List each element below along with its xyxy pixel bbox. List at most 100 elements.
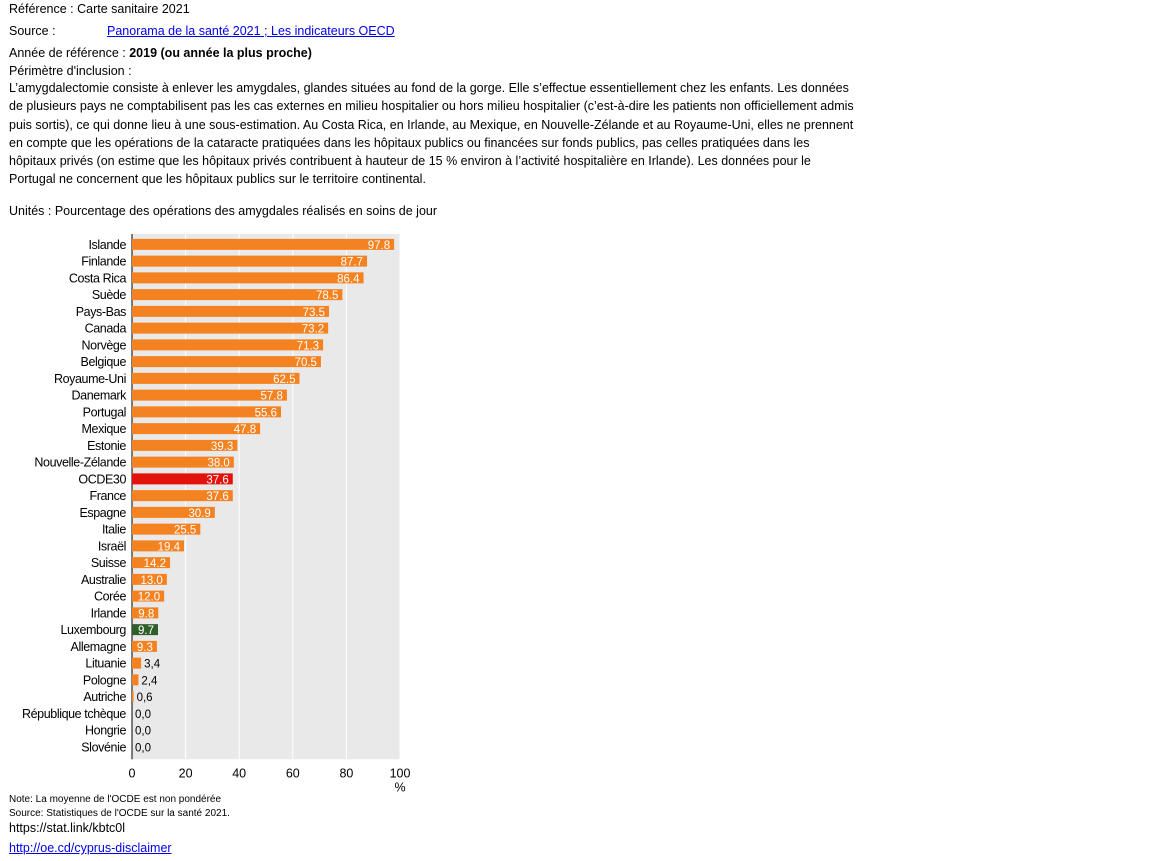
x-tick-label: 60 <box>286 766 300 780</box>
x-tick-label: 100 <box>390 766 411 780</box>
bar <box>132 238 395 250</box>
bar <box>132 389 287 401</box>
bar-value-label: 0,0 <box>135 726 151 738</box>
bar-value-label: 14.2 <box>144 558 166 570</box>
bar <box>132 473 233 485</box>
statlink-text: https://stat.link/kbtc0l <box>9 821 126 835</box>
x-tick-label: 20 <box>179 766 193 780</box>
bar <box>132 356 321 368</box>
bar <box>132 305 329 317</box>
bar-value-label: 39.3 <box>211 441 233 453</box>
reference-year-label: Année de référence : <box>9 46 130 60</box>
bar <box>132 322 329 334</box>
bar-value-label: 37.6 <box>206 491 228 503</box>
category-label: Hongrie <box>85 724 126 738</box>
bar <box>132 540 184 552</box>
category-label: Royaume-Uni <box>54 372 126 386</box>
bar-value-label: 97.8 <box>368 240 390 252</box>
bar <box>132 590 165 602</box>
bar-value-label: 12.0 <box>138 592 160 604</box>
category-label: Pologne <box>83 673 127 687</box>
category-label: Norvège <box>82 338 127 352</box>
units-line: Unités : Pourcentage des opérations des … <box>9 204 438 218</box>
category-label: OCDE30 <box>78 472 126 486</box>
bar <box>132 506 215 518</box>
bar <box>132 640 157 652</box>
category-label: Slovénie <box>81 740 126 754</box>
bar <box>132 423 261 435</box>
category-label: Suède <box>92 288 127 302</box>
bar-value-label: 19.4 <box>158 541 181 553</box>
bar <box>132 289 343 301</box>
bar-value-label: 9.8 <box>138 608 154 620</box>
bar <box>132 272 364 284</box>
category-label: Suisse <box>91 556 127 570</box>
bar-value-label: 9.7 <box>138 625 154 637</box>
bar-value-label: 0,0 <box>135 742 151 754</box>
category-label: Pays-Bas <box>76 305 126 319</box>
bar-value-label: 78.5 <box>316 290 338 302</box>
bar-value-label: 38.0 <box>207 458 229 470</box>
bar-value-label: 9.3 <box>137 642 153 654</box>
bar <box>132 456 234 468</box>
category-label: Nouvelle-Zélande <box>34 456 126 470</box>
bar-value-label: 57.8 <box>261 391 283 403</box>
category-label: Belgique <box>81 355 127 369</box>
bar <box>132 339 324 351</box>
bar-value-label: 87.7 <box>341 257 363 269</box>
bar-value-label: 0,6 <box>137 692 153 704</box>
bar-value-label: 73.2 <box>302 324 324 336</box>
bar-value-label: 0,0 <box>135 709 151 721</box>
reference-year-value: 2019 (ou année la plus proche) <box>129 46 312 60</box>
category-label: Lituanie <box>85 657 126 671</box>
bar <box>132 607 159 619</box>
bar-value-label: 62.5 <box>273 374 295 386</box>
bar <box>132 691 134 703</box>
x-tick-label: 80 <box>339 766 353 780</box>
x-tick-label: 40 <box>232 766 246 780</box>
bar-value-label: 30.9 <box>188 508 210 520</box>
category-label: Finlande <box>81 255 126 269</box>
bar <box>132 573 167 585</box>
category-label: Autriche <box>83 690 126 704</box>
category-label: Danemark <box>72 389 128 403</box>
category-label: Canada <box>85 322 127 336</box>
bar <box>132 406 282 418</box>
source-label: Source : <box>9 24 56 38</box>
bar <box>132 557 171 569</box>
bar-value-label: 70.5 <box>295 357 317 369</box>
category-label: Italie <box>102 523 126 537</box>
x-unit-label: % <box>394 780 405 794</box>
bar-value-label: 55.6 <box>255 407 277 419</box>
reference-line: Référence : Carte sanitaire 2021 <box>9 2 190 16</box>
scope-description: L’amygdalectomie consiste à enlever les … <box>9 81 854 187</box>
category-label: Luxembourg <box>61 623 127 637</box>
category-label: Allemagne <box>71 640 127 654</box>
bar-value-label: 3,4 <box>144 659 161 671</box>
bar-value-label: 37.6 <box>206 474 228 486</box>
bar-value-label: 71.3 <box>297 340 319 352</box>
category-label: France <box>89 489 126 503</box>
category-label: Espagne <box>79 506 126 520</box>
bar <box>132 372 300 384</box>
category-label: Israël <box>98 539 126 553</box>
bar <box>132 657 142 669</box>
disclaimer-link[interactable]: http://oe.cd/cyprus-disclaimer <box>9 841 172 855</box>
bar-value-label: 47.8 <box>234 424 256 436</box>
bar-value-label: 73.5 <box>303 307 325 319</box>
bar-value-label: 25.5 <box>174 525 196 537</box>
category-label: République tchèque <box>22 707 126 721</box>
bar-value-label: 86.4 <box>337 273 360 285</box>
chart-source: Source: Statistiques de l'OCDE sur la sa… <box>9 808 230 819</box>
source-link[interactable]: Panorama de la santé 2021 ; Les indicate… <box>107 24 395 38</box>
bar <box>132 255 368 267</box>
x-tick-label: 0 <box>129 766 136 780</box>
bar <box>132 674 139 686</box>
scope-label: Périmètre d'inclusion : <box>9 64 132 78</box>
category-label: Islande <box>88 238 126 252</box>
category-label: Mexique <box>82 422 127 436</box>
bar <box>132 490 233 502</box>
bar <box>132 523 201 535</box>
reference-year-line: Année de référence : 2019 (ou année la p… <box>9 44 312 62</box>
bar-value-label: 13.0 <box>140 575 162 587</box>
